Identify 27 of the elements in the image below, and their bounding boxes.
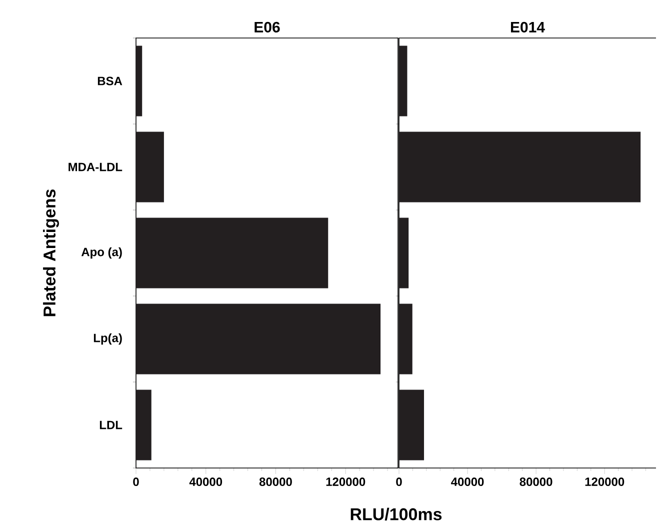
bar	[136, 390, 152, 460]
bar	[136, 218, 328, 288]
bar	[136, 46, 142, 116]
x-tick-label: 120000	[585, 478, 624, 486]
x-tick-label: 40000	[451, 478, 484, 486]
y-tick-label: MDA-LDL	[68, 162, 122, 172]
bar	[399, 132, 641, 202]
chart-title: E014	[510, 22, 545, 32]
y-tick-label: LDL	[100, 420, 122, 430]
bar	[399, 218, 409, 288]
y-axis-title: Plated Antigens	[43, 189, 59, 316]
bar	[399, 390, 424, 460]
x-tick-label: 40000	[189, 478, 222, 486]
bar	[136, 132, 164, 202]
y-tick-label: Apo (a)	[81, 247, 122, 259]
y-tick-label: Lp(a)	[94, 333, 122, 345]
chart-title: E06	[254, 22, 280, 32]
x-tick-label: 120000	[326, 478, 366, 486]
y-tick-label: BSA	[98, 76, 122, 86]
x-tick-label: 0	[133, 478, 139, 486]
bar	[399, 304, 412, 374]
x-tick-label: 80000	[259, 478, 292, 486]
x-axis-title: RLU/100ms	[350, 508, 442, 520]
x-tick-label: 0	[396, 478, 402, 486]
bar	[136, 304, 381, 374]
x-tick-label: 80000	[520, 478, 552, 486]
bar	[399, 46, 408, 116]
